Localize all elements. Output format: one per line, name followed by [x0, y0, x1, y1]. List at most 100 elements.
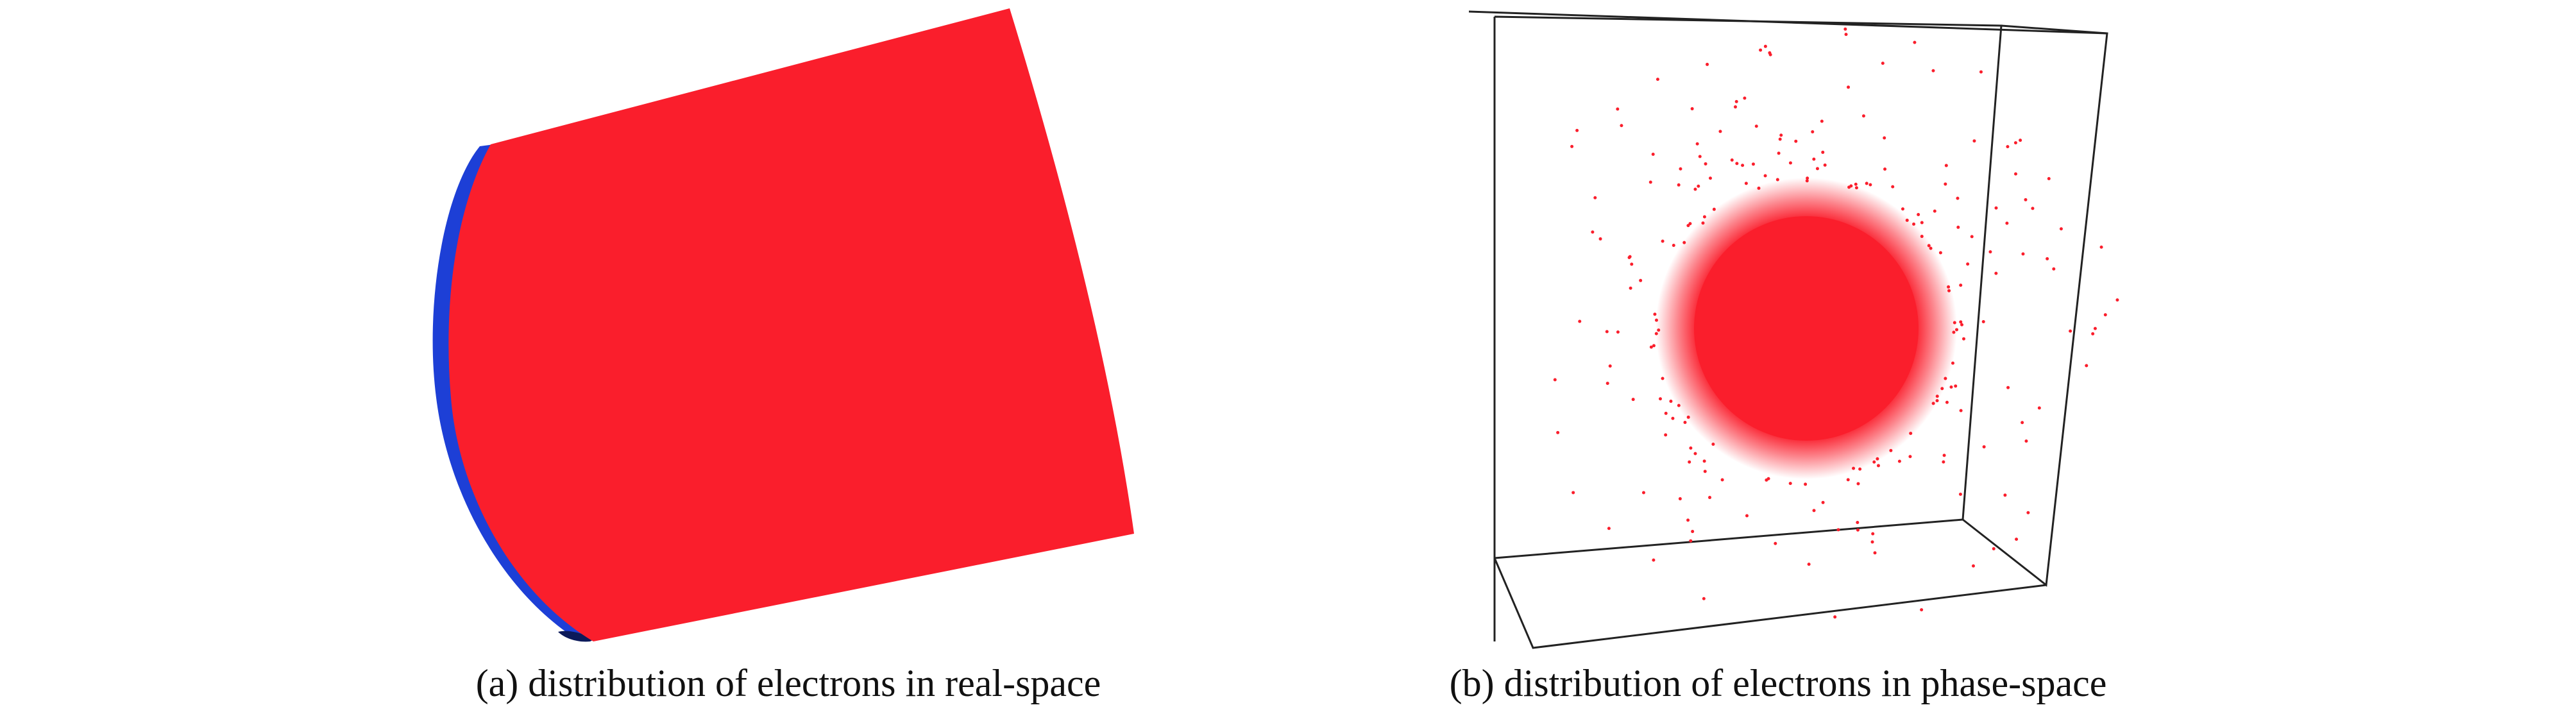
scatter-dot	[1868, 183, 1872, 187]
scatter-dot	[1775, 178, 1779, 182]
scatter-dot	[2059, 227, 2063, 231]
scatter-dot	[1788, 161, 1792, 165]
cylinder-end-shadow	[558, 631, 597, 642]
scatter-dot	[1702, 459, 1706, 463]
scatter-dot	[1745, 514, 1749, 518]
scatter-dot	[1702, 215, 1706, 219]
scatter-dot	[1891, 185, 1895, 189]
scatter-dot	[1905, 218, 1909, 222]
scatter-dot	[1944, 164, 1948, 167]
scatter-dot	[1929, 246, 1933, 250]
scatter-dot	[1754, 124, 1758, 128]
scatter-dot	[1920, 608, 1924, 612]
box-top-edge	[1468, 10, 2108, 35]
scatter-dot	[1630, 262, 1634, 266]
scatter-dot	[1909, 432, 1913, 436]
scatter-dot	[1908, 455, 1912, 459]
scatter-dot	[1804, 482, 1808, 486]
box-side	[1962, 24, 2108, 587]
scatter-dot	[1901, 207, 1904, 211]
scatter-dot	[1657, 328, 1661, 332]
scatter-dot	[1861, 114, 1865, 118]
scatter-dot	[1982, 445, 1986, 449]
panel-a	[432, 8, 1134, 642]
scatter-dot	[1735, 162, 1739, 165]
scatter-dot	[1779, 133, 1783, 137]
scatter-dot	[2091, 332, 2095, 335]
scatter-dot	[1708, 176, 1712, 180]
scatter-dot	[1823, 163, 1827, 167]
scatter-dot	[1966, 262, 1970, 266]
scatter-dot	[2103, 313, 2107, 317]
scatter-dot	[1677, 183, 1681, 187]
scatter-dot	[1598, 237, 1602, 241]
scatter-dot	[1631, 398, 1635, 402]
scatter-dot	[1591, 230, 1595, 234]
scatter-dot	[1605, 330, 1609, 334]
scatter-dots	[1553, 27, 2119, 619]
scatter-dot	[1962, 337, 1965, 341]
scatter-dot	[2085, 364, 2089, 368]
scatter-dot	[2052, 267, 2056, 271]
scatter-dot	[1708, 496, 1712, 500]
scatter-dot	[1917, 212, 1920, 216]
scatter-dot	[1661, 377, 1665, 380]
scatter-dot	[1616, 330, 1620, 334]
scatter-dot	[1812, 509, 1816, 513]
scatter-dot	[1956, 225, 1960, 229]
scatter-dot	[1698, 155, 1702, 158]
scatter-dot	[1741, 164, 1745, 167]
scatter-dot	[1959, 409, 1963, 412]
scatter-dot	[1935, 394, 1939, 398]
scatter-dot	[1671, 416, 1675, 420]
scatter-dot	[1935, 399, 1939, 403]
scatter-dot	[1669, 400, 1673, 403]
scatter-dot	[1806, 176, 1809, 180]
scatter-dot	[1686, 415, 1690, 419]
scatter-dot	[2021, 421, 2024, 425]
scatter-dot	[1971, 564, 1975, 568]
scatter-dot	[1933, 209, 1936, 213]
scatter-dot	[1706, 62, 1709, 66]
scatter-dot	[1763, 174, 1767, 178]
scatter-dot	[1690, 107, 1694, 111]
scatter-dot	[2015, 538, 2019, 541]
scatter-dot	[1846, 478, 1850, 482]
scatter-dot	[1959, 284, 1963, 287]
scatter-dot	[2024, 198, 2028, 201]
scatter-dot	[1947, 289, 1951, 293]
scatter-dot	[1572, 491, 1575, 495]
scatter-dot	[1689, 446, 1693, 450]
scatter-dot	[1658, 397, 1662, 401]
scatter-dot	[1743, 96, 1747, 100]
scatter-dot	[1944, 377, 1947, 380]
scatter-dot	[1938, 251, 1942, 255]
scatter-dot	[2013, 172, 2017, 176]
scatter-dot	[1940, 387, 1944, 391]
scatter-dot	[1778, 137, 1782, 141]
scatter-dot	[1704, 162, 1707, 165]
scatter-dot	[1856, 528, 1860, 532]
scatter-dot	[1651, 152, 1655, 156]
scatter-dot	[1656, 78, 1659, 81]
scatter-dot	[1652, 558, 1656, 562]
scatter-dot	[1701, 221, 1705, 225]
scatter-dot	[1688, 222, 1692, 226]
scatter-dot	[1765, 478, 1768, 482]
scatter-dot	[1836, 528, 1840, 532]
scatter-dot	[1927, 244, 1931, 248]
scatter-dot	[1912, 222, 1916, 226]
scatter-dot	[1744, 182, 1748, 185]
scatter-dot	[1693, 187, 1697, 191]
box-bottom	[1493, 557, 2047, 649]
scatter-dot	[2019, 139, 2022, 142]
scatter-dot	[1649, 345, 1653, 349]
scatter-dot	[1661, 239, 1665, 243]
scatter-dot	[1763, 44, 1767, 48]
scatter-dot	[1858, 467, 1862, 471]
scatter-dot	[1703, 470, 1707, 473]
scatter-dot	[2031, 207, 2035, 210]
scatter-dot	[1682, 241, 1686, 244]
scatter-dot	[1847, 185, 1851, 189]
